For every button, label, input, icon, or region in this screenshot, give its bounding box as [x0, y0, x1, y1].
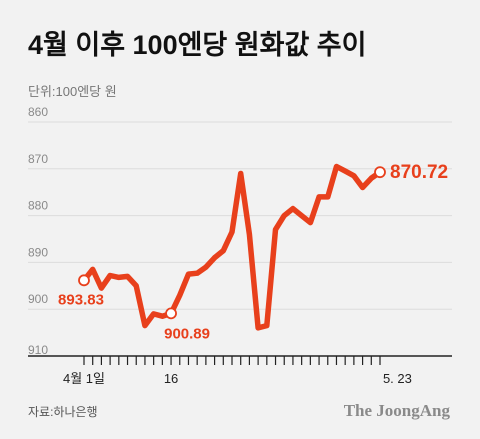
point-marker [78, 274, 90, 287]
y-tick-label-900: 900 [28, 292, 48, 306]
x-tick-label: 5. 23 [383, 371, 412, 386]
unit-label: 단위:100엔당 원 [28, 84, 117, 99]
source-note: 자료:하나은행 [28, 404, 98, 419]
data-label: 900.89 [164, 325, 210, 342]
x-axis: 4월 1일 16 5. 23 [28, 355, 452, 386]
series-line [81, 163, 383, 331]
y-tick-label-860: 860 [28, 105, 48, 119]
y-tick-label-870: 870 [28, 152, 48, 166]
point-marker [165, 307, 177, 320]
y-tick-label-890: 890 [28, 245, 48, 259]
y-axis-ticks: 860 870 880 890 900 910 [28, 105, 48, 357]
x-tick-label: 4월 1일 [63, 371, 105, 386]
y-tick-label-910: 910 [28, 343, 48, 357]
data-label: 893.83 [58, 291, 104, 308]
grid-lines [28, 121, 452, 310]
point-labels: 893.83 900.89 870.72 [58, 162, 448, 342]
point-markers [78, 166, 386, 320]
point-marker [374, 166, 386, 179]
y-tick-label-880: 880 [28, 199, 48, 213]
data-label: 870.72 [390, 162, 448, 183]
chart-title: 4월 이후 100엔당 원화값 추이 [28, 30, 366, 60]
x-tick-label: 16 [164, 371, 178, 386]
brand-logo: The JoongAng [344, 401, 451, 420]
